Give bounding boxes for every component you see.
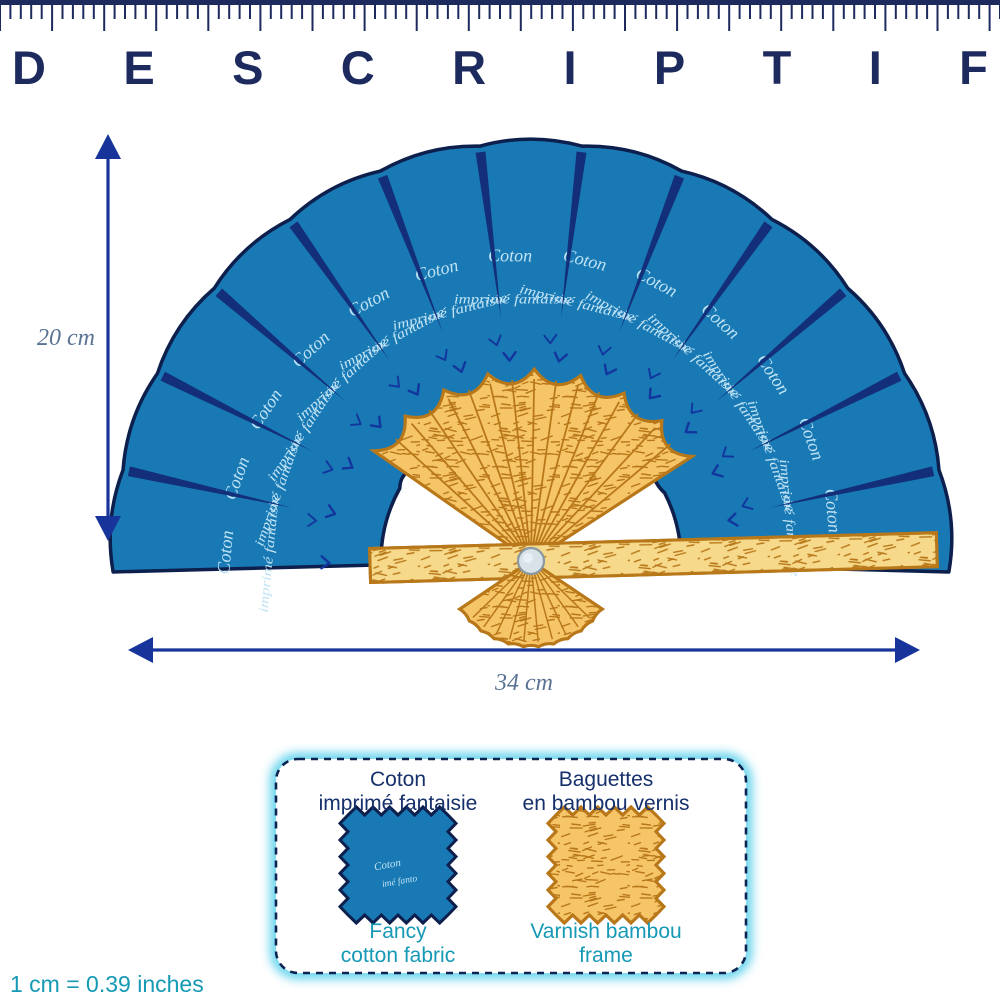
svg-text:frame: frame — [579, 944, 633, 967]
svg-text:20 cm: 20 cm — [37, 325, 95, 351]
svg-text:Coton: Coton — [213, 529, 237, 575]
svg-text:Fancy: Fancy — [369, 920, 427, 943]
svg-text:34 cm: 34 cm — [494, 670, 553, 696]
svg-text:Coton: Coton — [370, 768, 426, 791]
svg-text:1 cm = 0.39 inches: 1 cm = 0.39 inches — [10, 971, 204, 997]
svg-text:cotton fabric: cotton fabric — [341, 944, 455, 967]
svg-text:en bambou vernis: en bambou vernis — [523, 792, 690, 815]
svg-text:Baguettes: Baguettes — [559, 768, 654, 791]
svg-text:imprimé fantaisie: imprimé fantaisie — [319, 792, 478, 815]
svg-text:Varnish bambou: Varnish bambou — [530, 920, 681, 943]
